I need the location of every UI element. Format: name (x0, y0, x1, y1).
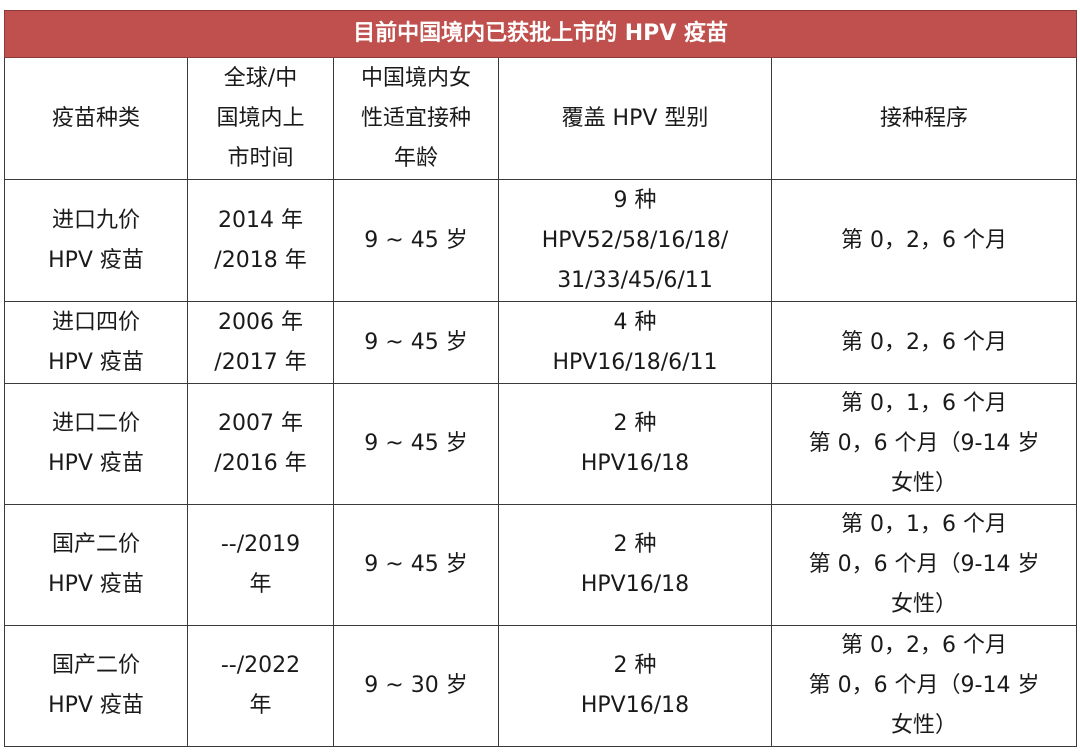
cell-coverage: 2 种 HPV16/18 (498, 504, 772, 626)
cell-age: 9 ~ 45 岁 (333, 383, 499, 505)
hpv-vaccine-table: 目前中国境内已获批上市的 HPV 疫苗 疫苗种类 全球/中 国境内上 市时间 中… (3, 10, 1078, 747)
cell-type: 进口九价 HPV 疫苗 (4, 179, 188, 302)
cell-launch: 2014 年 /2018 年 (187, 179, 334, 302)
cell-age: 9 ~ 45 岁 (333, 301, 499, 384)
table-row: 进口四价 HPV 疫苗 2006 年 /2017 年 9 ~ 45 岁 4 种 … (4, 301, 1078, 384)
table-row: 进口九价 HPV 疫苗 2014 年 /2018 年 9 ~ 45 岁 9 种 … (4, 179, 1078, 302)
cell-schedule: 第 0，2，6 个月 第 0，6 个月（9-14 岁 女性） (770, 625, 1078, 747)
cell-age: 9 ~ 45 岁 (333, 179, 499, 302)
cell-age: 9 ~ 30 岁 (333, 625, 499, 747)
header-launch-time: 全球/中 国境内上 市时间 (187, 57, 334, 180)
cell-launch: 2007 年 /2016 年 (187, 383, 334, 505)
table-row: 进口二价 HPV 疫苗 2007 年 /2016 年 9 ~ 45 岁 2 种 … (4, 383, 1078, 505)
cell-coverage: 2 种 HPV16/18 (498, 383, 772, 505)
cell-launch: 2006 年 /2017 年 (187, 301, 334, 384)
cell-schedule: 第 0，2，6 个月 (770, 179, 1078, 302)
header-coverage: 覆盖 HPV 型别 (498, 57, 772, 180)
cell-coverage: 2 种 HPV16/18 (498, 625, 772, 747)
table-title-row: 目前中国境内已获批上市的 HPV 疫苗 (3, 10, 1078, 58)
cell-age: 9 ~ 45 岁 (333, 504, 499, 626)
cell-launch: --/2019 年 (187, 504, 334, 626)
cell-launch: --/2022 年 (187, 625, 334, 747)
table-header-row: 疫苗种类 全球/中 国境内上 市时间 中国境内女 性适宜接种 年龄 覆盖 HPV… (4, 57, 1078, 180)
cell-type: 进口四价 HPV 疫苗 (4, 301, 188, 384)
cell-coverage: 9 种 HPV52/58/16/18/ 31/33/45/6/11 (498, 179, 772, 302)
table-title: 目前中国境内已获批上市的 HPV 疫苗 (3, 10, 1078, 58)
header-vaccine-type: 疫苗种类 (4, 57, 188, 180)
cell-type: 进口二价 HPV 疫苗 (4, 383, 188, 505)
table-row: 国产二价 HPV 疫苗 --/2019 年 9 ~ 45 岁 2 种 HPV16… (4, 504, 1078, 626)
cell-schedule: 第 0，2，6 个月 (770, 301, 1078, 384)
header-age: 中国境内女 性适宜接种 年龄 (333, 57, 499, 180)
table-row: 国产二价 HPV 疫苗 --/2022 年 9 ~ 30 岁 2 种 HPV16… (4, 625, 1078, 747)
header-schedule: 接种程序 (770, 57, 1078, 180)
cell-type: 国产二价 HPV 疫苗 (4, 625, 188, 747)
cell-coverage: 4 种 HPV16/18/6/11 (498, 301, 772, 384)
cell-schedule: 第 0，1，6 个月 第 0，6 个月（9-14 岁 女性） (770, 504, 1078, 626)
cell-type: 国产二价 HPV 疫苗 (4, 504, 188, 626)
cell-schedule: 第 0，1，6 个月 第 0，6 个月（9-14 岁 女性） (770, 383, 1078, 505)
